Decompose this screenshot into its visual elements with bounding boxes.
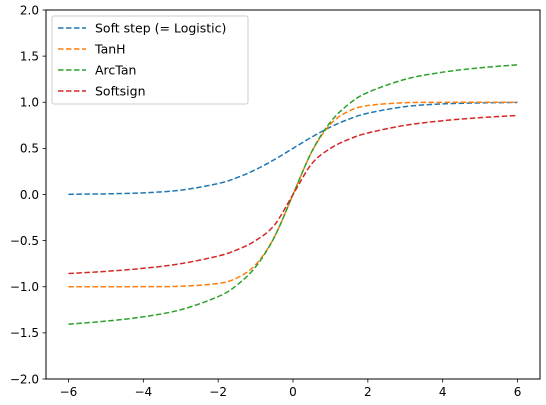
y-tick-label: 1.5 (20, 49, 39, 63)
y-tick-label: −0.5 (10, 234, 39, 248)
y-tick-label: 2.0 (20, 3, 39, 17)
y-tick-label: −1.5 (10, 326, 39, 340)
x-tick-label: −6 (60, 385, 78, 399)
legend-label-2: ArcTan (95, 63, 136, 78)
legend-label-1: TanH (94, 42, 126, 57)
axes-layer: −6 −4 −2 0 2 4 6 −2.0 −1.5 −1.0 −0.5 0.0 0.5 1.0 1.5 2.… (10, 3, 541, 399)
legend: Soft step (= Logistic) TanH ArcTan Softsign (51, 15, 249, 105)
x-tick-label: 6 (514, 385, 522, 399)
y-tick-label: −1.0 (10, 280, 39, 294)
x-tick-label: 0 (289, 385, 297, 399)
series-line-3 (68, 114, 518, 275)
x-tick-label: 4 (439, 385, 447, 399)
y-tick-label: 0.0 (20, 188, 39, 202)
series-line-0 (68, 101, 518, 196)
legend-label-0: Soft step (= Logistic) (95, 21, 226, 36)
x-tick-label: −2 (209, 385, 227, 399)
y-tick-label: 1.0 (20, 96, 39, 110)
y-tick-label: 0.5 (20, 142, 39, 156)
series-layer (68, 64, 518, 325)
legend-label-3: Softsign (95, 84, 146, 99)
x-tick-label: 2 (364, 385, 372, 399)
y-tick-label: −2.0 (10, 372, 39, 386)
legend-box (51, 15, 249, 105)
x-tick-label: −4 (134, 385, 152, 399)
